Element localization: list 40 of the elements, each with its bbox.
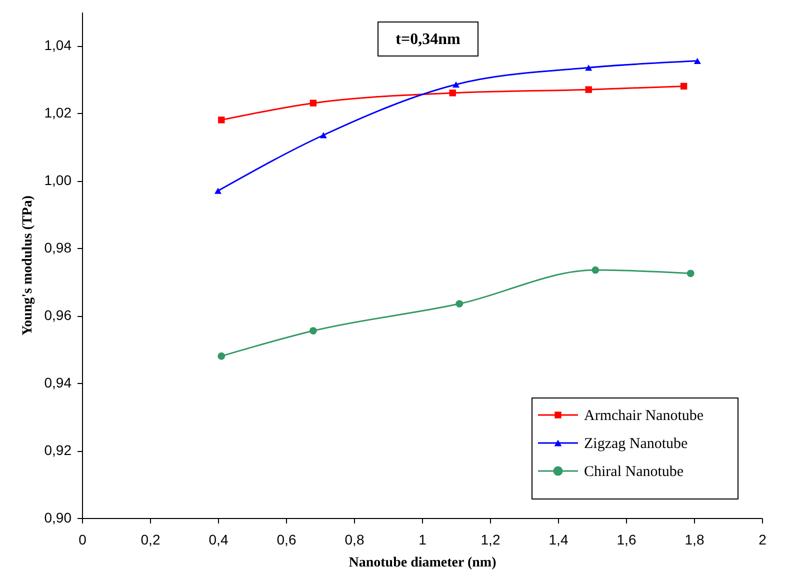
point [585, 86, 592, 93]
x-tick-label: 1,8 [684, 532, 704, 548]
x-tick-label: 0,2 [140, 532, 160, 548]
y-tick-label: 0,98 [44, 240, 72, 256]
legend-label: Armchair Nanotube [584, 408, 704, 424]
point [310, 100, 317, 106]
x-tick-label: 1,6 [616, 532, 636, 548]
point [214, 188, 222, 194]
point [686, 270, 694, 278]
annotation: t=0,34nm [396, 31, 462, 48]
legend-label: Chiral Nanotube [584, 464, 684, 480]
x-tick-label: 0,8 [344, 532, 364, 548]
point [456, 300, 464, 308]
y-tick-label: 0,94 [44, 374, 72, 391]
x-tick-label: 2 [758, 532, 767, 548]
y-axis-title: Young's modulus (TPa) [20, 195, 36, 336]
point [218, 352, 226, 360]
point [694, 58, 701, 64]
point [309, 327, 317, 334]
y-tick-label: 1,00 [44, 172, 72, 188]
x-tick-label: 0,6 [276, 532, 296, 548]
point [585, 64, 592, 71]
point [680, 82, 688, 90]
point [320, 132, 327, 138]
point [218, 116, 225, 124]
y-tick-label: 0,96 [44, 307, 72, 324]
x-tick-label: 1 [418, 532, 427, 548]
y-tick-label: 0,92 [44, 442, 72, 458]
y-tick-label: 1,02 [44, 104, 72, 121]
point [452, 81, 460, 88]
point [449, 90, 456, 96]
y-tick-label: 1,04 [44, 37, 72, 54]
legend-label: Zigzag Nanotube [584, 436, 688, 452]
y-tick-label: 0,90 [44, 510, 72, 526]
x-tick-label: 0 [78, 532, 87, 548]
x-tick-label: 1,4 [548, 532, 568, 548]
x-tick-label: 0,4 [208, 532, 228, 548]
x-tick-label: 1,2 [480, 532, 500, 548]
point [592, 266, 600, 274]
x-axis-title: Nanotube diameter (nm) [348, 556, 497, 570]
